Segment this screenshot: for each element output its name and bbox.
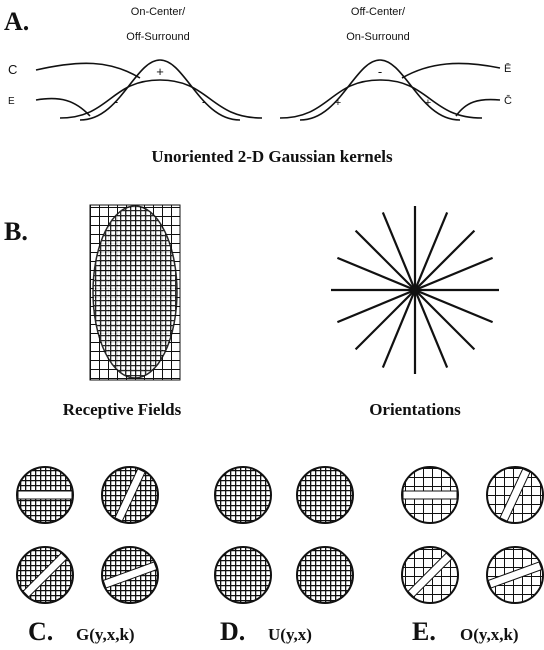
orientation-bar	[18, 491, 72, 499]
caption: Unoriented 2-D Gaussian kernels	[151, 147, 393, 166]
orientation-star	[331, 206, 499, 374]
formula: O(y,x,k)	[460, 625, 519, 644]
caption: Orientations	[369, 400, 461, 419]
input-arrow	[402, 63, 500, 78]
kernel-title: On-Surround	[346, 31, 410, 43]
kernel-disk	[215, 467, 271, 523]
sign: -	[378, 64, 382, 79]
kernel-title: Off-Surround	[126, 31, 189, 43]
panel-label: C.	[28, 617, 53, 646]
formula: G(y,x,k)	[76, 625, 135, 644]
input-arrow	[36, 63, 140, 78]
sign: +	[335, 97, 341, 109]
input-label: C̄	[504, 94, 512, 107]
surround-curve	[280, 80, 482, 118]
sign: -	[202, 94, 206, 109]
kernel-disk	[297, 547, 353, 603]
sign: +	[156, 64, 164, 79]
figure: A. On-Center/ Off-Surround Off-Center/ O…	[0, 0, 544, 650]
kernel-disks	[17, 467, 543, 603]
receptive-ellipse	[93, 206, 177, 378]
panel-label: B.	[4, 217, 28, 246]
panel-label: D.	[220, 617, 245, 646]
panel-label: E.	[412, 617, 436, 646]
kernel-title: On-Center/	[131, 6, 186, 18]
caption: Receptive Fields	[63, 400, 182, 419]
input-label: E	[8, 96, 15, 107]
sign: +	[425, 97, 431, 109]
orientation-bar	[403, 491, 457, 499]
input-label: Ē	[504, 63, 511, 75]
input-label: C	[8, 62, 17, 77]
formula: U(y,x)	[268, 625, 312, 644]
surround-curve	[60, 80, 262, 118]
input-arrow	[36, 99, 90, 116]
kernel-disk	[215, 547, 271, 603]
kernel-disk	[297, 467, 353, 523]
kernel-title: Off-Center/	[351, 6, 406, 18]
panel-label: A.	[4, 7, 29, 36]
input-arrow	[456, 100, 500, 116]
sign: -	[114, 94, 118, 109]
orientation-center	[411, 286, 419, 294]
